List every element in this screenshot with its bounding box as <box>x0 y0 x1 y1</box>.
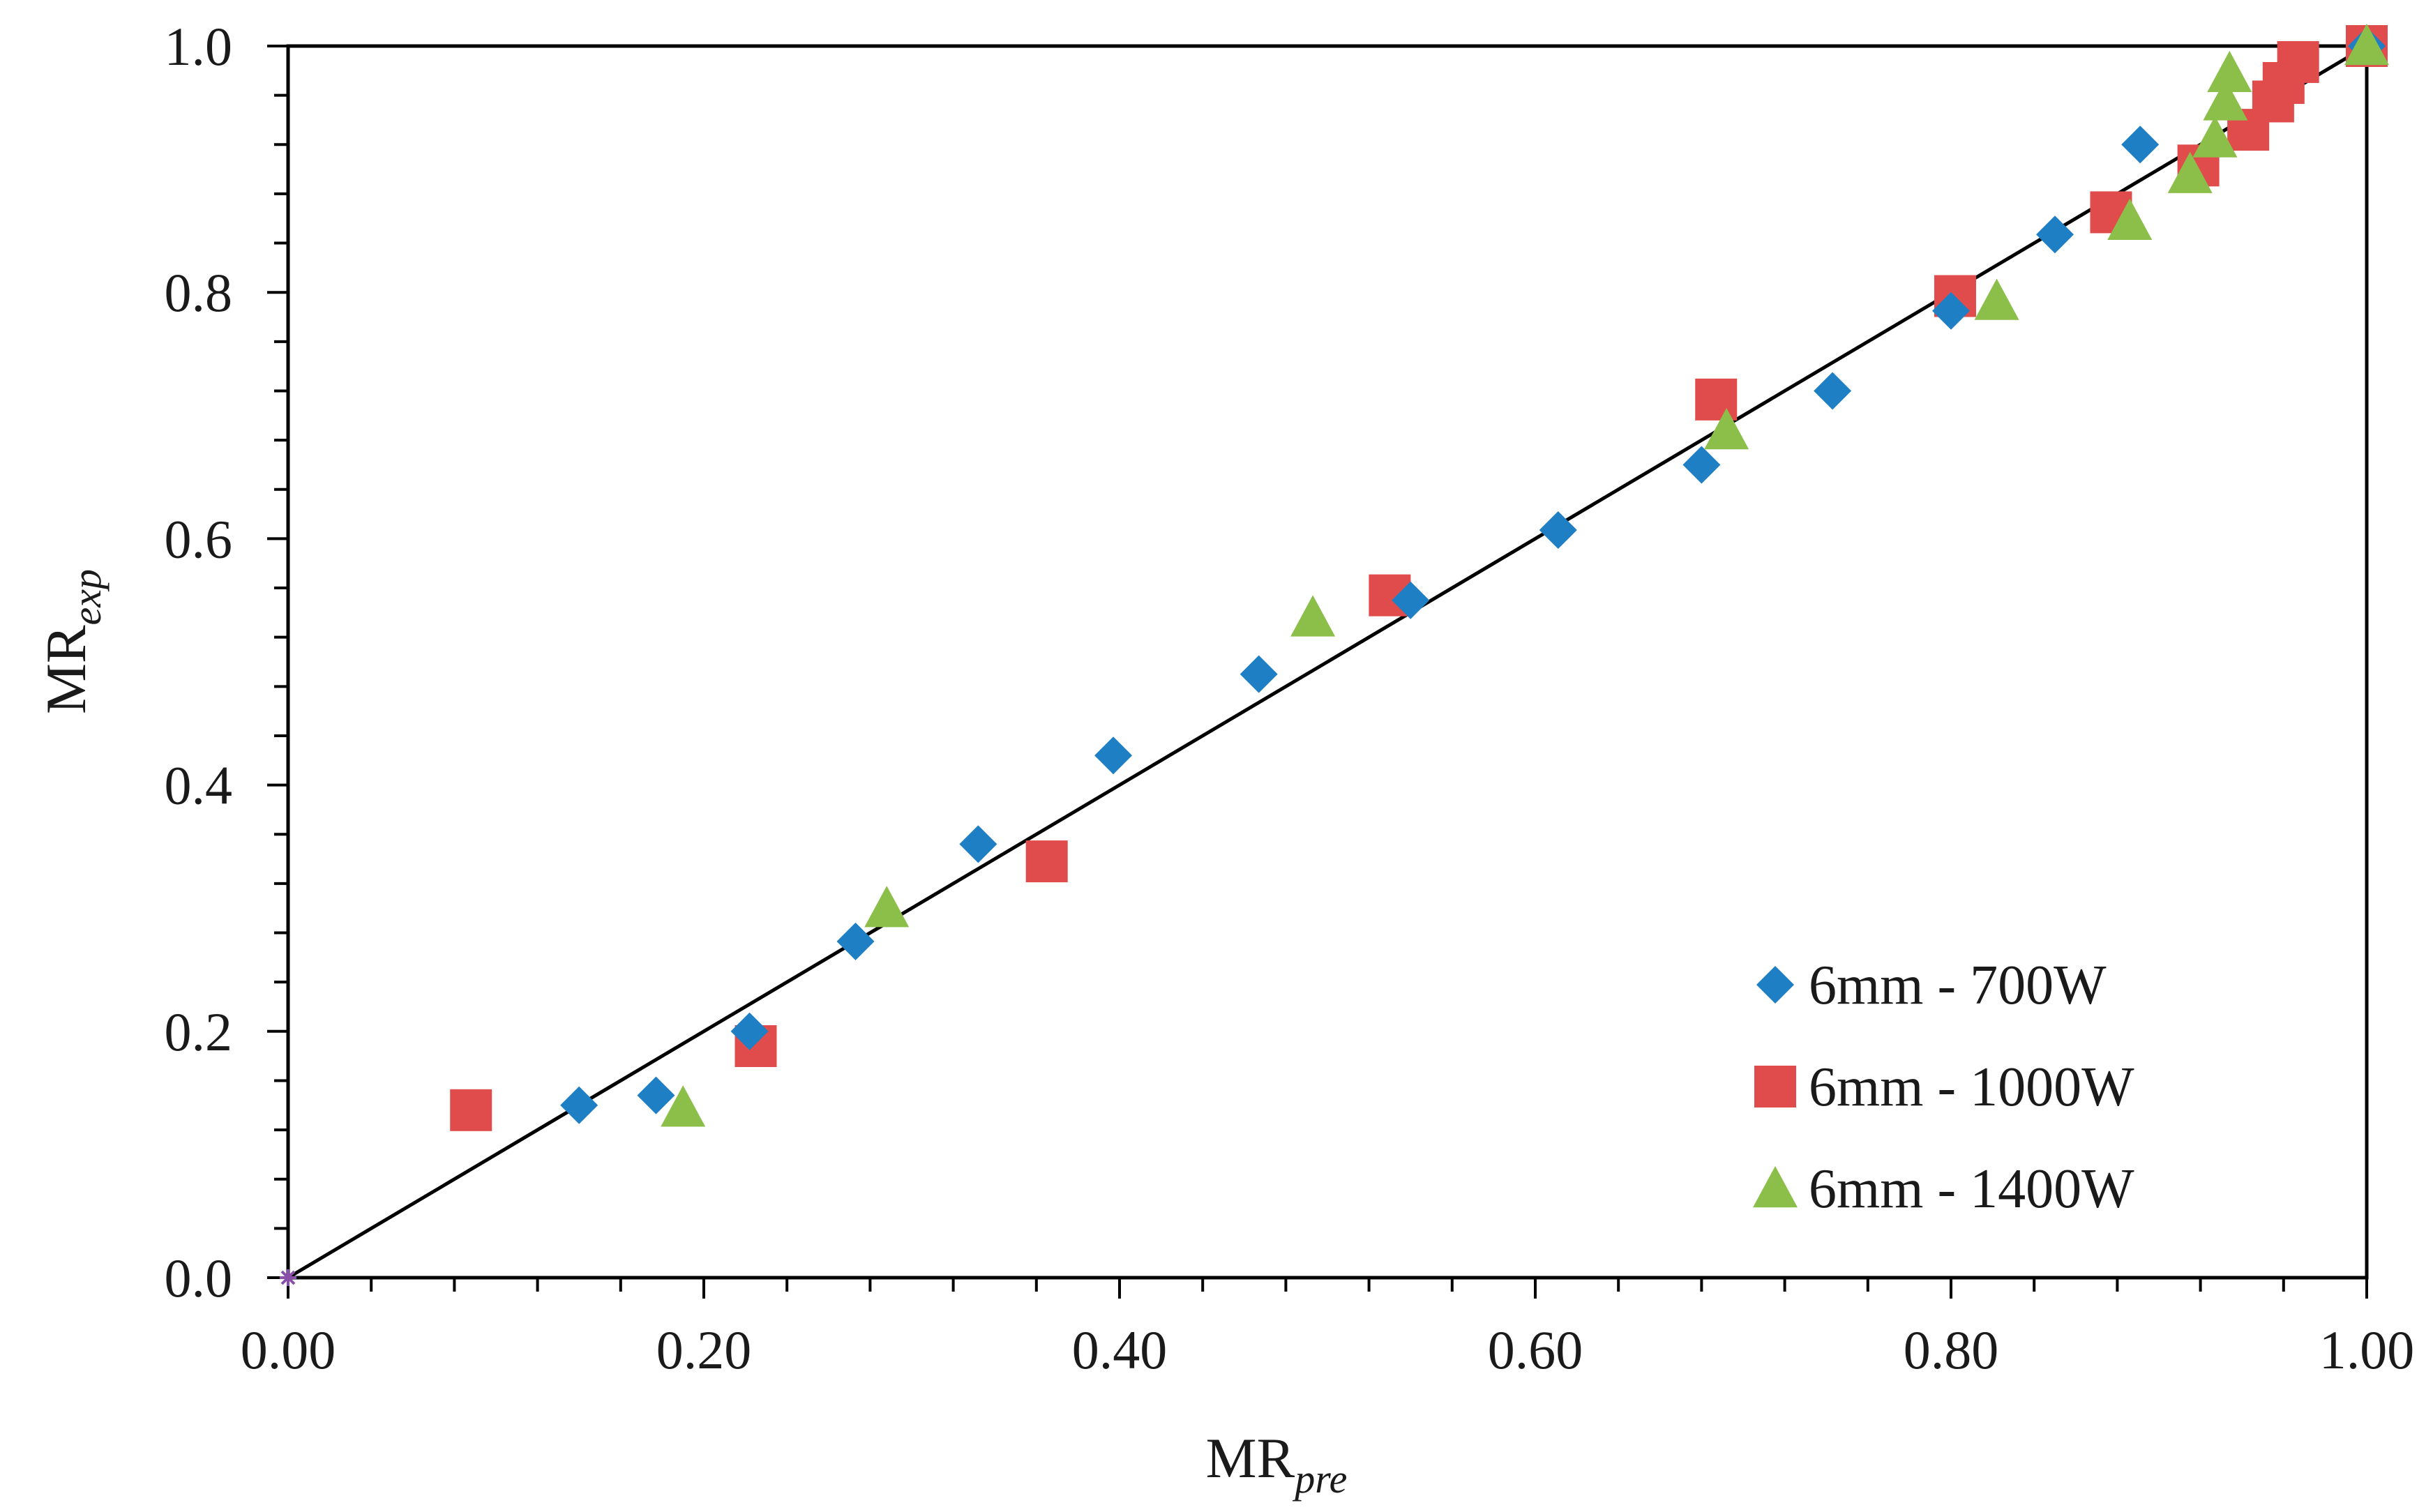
data-point-square <box>1025 840 1068 883</box>
plot-frame <box>286 44 2369 1280</box>
data-point-triangle <box>864 886 910 928</box>
reference-line <box>287 44 2368 1280</box>
x-tick-label: 0.60 <box>1488 1320 1583 1380</box>
data-point-triangle <box>2203 79 2248 121</box>
data-point-square <box>1695 378 1738 421</box>
axis-titles: MRpre MRexp <box>34 569 1347 1502</box>
y-tick-label: 0.8 <box>165 262 233 323</box>
x-axis-title-main: MR <box>1206 1426 1295 1490</box>
y-axis-title-main: MR <box>34 625 98 714</box>
x-tick-label: 0.40 <box>1072 1320 1168 1380</box>
reference-line-layer <box>287 44 2368 1280</box>
data-point-diamond <box>1932 292 1970 330</box>
data-point-triangle <box>2192 116 2238 158</box>
y-tick-label: 0.4 <box>165 755 233 816</box>
data-point-triangle <box>661 1085 706 1127</box>
y-tick-label: 0.2 <box>165 1001 233 1062</box>
legend-label: 6mm - 1000W <box>1809 1057 2134 1118</box>
legend-marker-triangle <box>1753 1166 1798 1208</box>
x-axis-title: MRpre <box>1206 1426 1348 1502</box>
origin-marker <box>280 1269 296 1286</box>
data-point-diamond <box>836 922 875 960</box>
data-point-triangle <box>1704 407 1749 450</box>
data-point-diamond <box>2121 126 2160 164</box>
data-point-diamond <box>1240 655 1278 693</box>
data-point-diamond <box>1814 372 1852 410</box>
data-point-triangle <box>2207 50 2252 93</box>
data-point-diamond <box>1392 581 1430 619</box>
data-point-triangle <box>2344 24 2389 66</box>
data-point-diamond <box>1094 736 1133 775</box>
origin-marker-stroke <box>280 1270 296 1285</box>
legend-label: 6mm - 1400W <box>1809 1158 2134 1220</box>
data-point-diamond <box>1539 511 1577 550</box>
data-points-layer <box>280 24 2389 1286</box>
y-tick-label: 0.0 <box>165 1248 233 1308</box>
data-point-diamond <box>560 1086 598 1124</box>
axes-layer: 0.00 0.20 0.40 0.60 0.80 1.00 0.0 0.2 0.4 0.6 0.8 1… <box>165 16 2415 1380</box>
x-tick-label: 0.80 <box>1904 1320 1999 1380</box>
data-point-diamond <box>730 1012 769 1050</box>
x-tick-label: 0.00 <box>241 1320 336 1380</box>
y-tick-label: 1.0 <box>165 16 233 77</box>
data-point-triangle <box>2167 151 2213 193</box>
y-tick-label: 0.6 <box>165 508 233 569</box>
data-point-triangle <box>1290 595 1336 637</box>
x-tick-label: 1.00 <box>2319 1320 2415 1380</box>
y-axis-title: MRexp <box>34 569 110 714</box>
data-point-square <box>2277 40 2319 83</box>
legend: 6mm - 700W 6mm - 1000W 6mm - 1400W <box>1753 955 2134 1220</box>
data-point-diamond <box>1682 446 1721 484</box>
data-point-diamond <box>2036 216 2074 254</box>
legend-marker-diamond <box>1756 966 1794 1004</box>
data-point-diamond <box>959 825 997 863</box>
data-point-triangle <box>2107 198 2153 240</box>
legend-marker-square <box>1754 1066 1796 1107</box>
y-axis-title-sub: exp <box>64 569 110 626</box>
x-tick-label: 0.20 <box>656 1320 752 1380</box>
x-axis-title-sub: pre <box>1292 1456 1347 1502</box>
data-point-triangle <box>1974 278 2019 320</box>
data-point-diamond <box>637 1076 675 1114</box>
legend-label: 6mm - 700W <box>1809 955 2107 1016</box>
data-point-square <box>450 1089 492 1131</box>
